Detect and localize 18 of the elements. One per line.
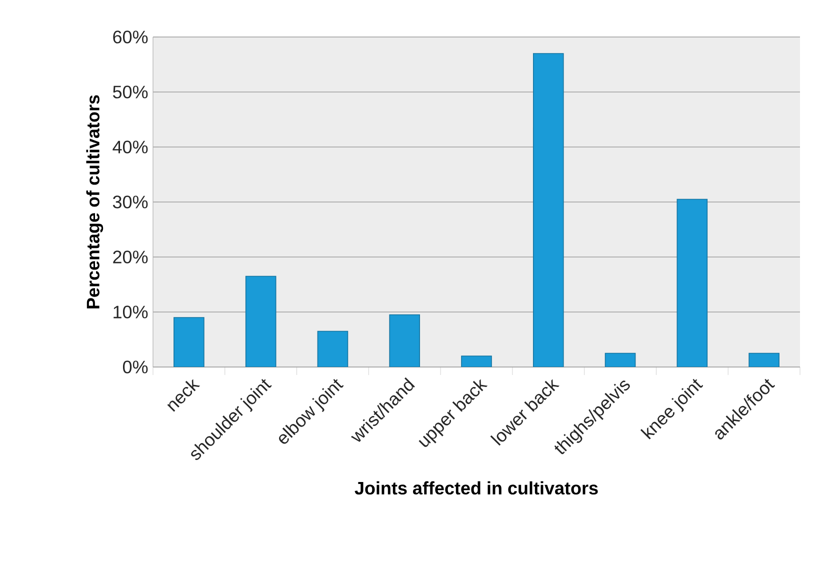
bar [389, 314, 420, 367]
bar [532, 53, 564, 367]
y-tick-label: 30% [112, 196, 148, 208]
y-tick-label: 60% [113, 30, 148, 44]
bar [676, 198, 708, 367]
y-axis-title: Percentage of cultivators [86, 95, 104, 308]
bar [461, 356, 492, 367]
y-tick-label: 0% [122, 360, 148, 374]
bar [748, 352, 780, 367]
y-tick-label: 10% [114, 306, 148, 318]
y-tick-label: 40% [112, 140, 148, 154]
bar [245, 276, 276, 367]
bar [317, 330, 348, 367]
bar [174, 317, 204, 367]
y-tick-label: 20% [113, 250, 148, 264]
y-tick-label: 50% [112, 86, 148, 98]
bar [604, 352, 636, 367]
x-axis-title: Joints affected in cultivators [354, 481, 598, 495]
